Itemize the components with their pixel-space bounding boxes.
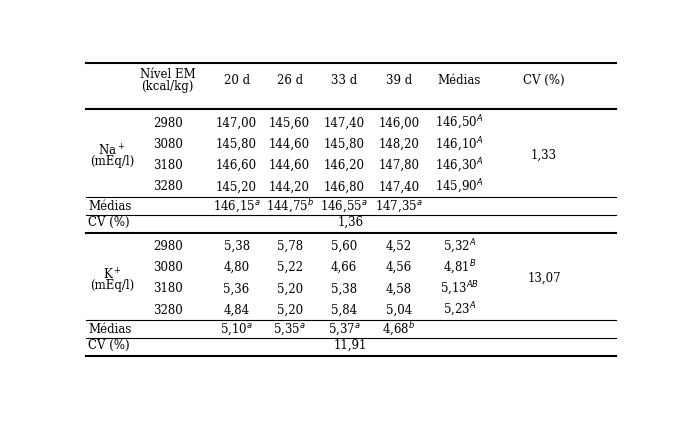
Text: 147,40: 147,40 [378, 180, 419, 194]
Text: 5,22: 5,22 [276, 261, 302, 274]
Text: 145,90$^{A}$: 145,90$^{A}$ [435, 178, 484, 196]
Text: 26 d: 26 d [276, 74, 302, 87]
Text: K$^+$: K$^+$ [103, 267, 121, 282]
Text: 4,68$^{b}$: 4,68$^{b}$ [382, 321, 415, 338]
Text: 4,84: 4,84 [224, 304, 250, 317]
Text: Na$^+$: Na$^+$ [98, 144, 125, 159]
Text: 3080: 3080 [153, 138, 183, 151]
Text: 145,80: 145,80 [216, 138, 257, 151]
Text: CV (%): CV (%) [88, 215, 130, 229]
Text: CV (%): CV (%) [88, 339, 130, 352]
Text: 5,78: 5,78 [276, 240, 302, 253]
Text: 144,75$^{b}$: 144,75$^{b}$ [265, 198, 314, 215]
Text: 147,35$^{a}$: 147,35$^{a}$ [375, 198, 423, 214]
Text: 144,60: 144,60 [269, 138, 310, 151]
Text: 5,32$^{A}$: 5,32$^{A}$ [443, 237, 476, 255]
Text: 5,36: 5,36 [224, 283, 250, 296]
Text: 144,60: 144,60 [269, 159, 310, 172]
Text: 4,58: 4,58 [386, 283, 412, 296]
Text: 13,07: 13,07 [527, 272, 561, 285]
Text: 145,20: 145,20 [216, 180, 257, 194]
Text: 1,36: 1,36 [337, 215, 364, 229]
Text: 146,10$^{A}$: 146,10$^{A}$ [435, 135, 484, 153]
Text: 5,38: 5,38 [224, 240, 250, 253]
Text: Nível EM: Nível EM [140, 68, 196, 81]
Text: 3180: 3180 [153, 283, 183, 296]
Text: 146,00: 146,00 [378, 117, 419, 130]
Text: Médias: Médias [88, 323, 131, 336]
Text: 5,10$^{a}$: 5,10$^{a}$ [220, 321, 253, 337]
Text: 147,80: 147,80 [378, 159, 419, 172]
Text: 39 d: 39 d [386, 74, 412, 87]
Text: 2980: 2980 [153, 240, 183, 253]
Text: 1,33: 1,33 [531, 148, 557, 162]
Text: Médias: Médias [438, 74, 481, 87]
Text: 5,35$^{a}$: 5,35$^{a}$ [273, 321, 306, 337]
Text: 146,15$^{a}$: 146,15$^{a}$ [213, 198, 261, 214]
Text: 2980: 2980 [153, 117, 183, 130]
Text: 147,40: 147,40 [324, 117, 365, 130]
Text: 5,13$^{AB}$: 5,13$^{AB}$ [440, 280, 479, 298]
Text: 5,04: 5,04 [386, 304, 412, 317]
Text: 5,60: 5,60 [331, 240, 357, 253]
Text: 3280: 3280 [153, 180, 183, 194]
Text: (mEq/l): (mEq/l) [90, 279, 134, 292]
Text: 4,56: 4,56 [386, 261, 412, 274]
Text: Médias: Médias [88, 200, 131, 212]
Text: CV (%): CV (%) [523, 74, 565, 87]
Text: 147,00: 147,00 [216, 117, 257, 130]
Text: 146,80: 146,80 [324, 180, 365, 194]
Text: 33 d: 33 d [331, 74, 357, 87]
Text: (mEq/l): (mEq/l) [90, 155, 134, 168]
Text: 145,60: 145,60 [269, 117, 310, 130]
Text: (kcal/kg): (kcal/kg) [142, 80, 194, 92]
Text: 146,50$^{A}$: 146,50$^{A}$ [435, 114, 484, 132]
Text: 4,80: 4,80 [224, 261, 250, 274]
Text: 3280: 3280 [153, 304, 183, 317]
Text: 148,20: 148,20 [378, 138, 419, 151]
Text: 20 d: 20 d [224, 74, 250, 87]
Text: 3180: 3180 [153, 159, 183, 172]
Text: 4,52: 4,52 [386, 240, 412, 253]
Text: 5,20: 5,20 [276, 283, 302, 296]
Text: 11,91: 11,91 [334, 339, 367, 352]
Text: 5,38: 5,38 [331, 283, 357, 296]
Text: 146,20: 146,20 [324, 159, 365, 172]
Text: 146,60: 146,60 [216, 159, 257, 172]
Text: 5,37$^{a}$: 5,37$^{a}$ [328, 321, 360, 337]
Text: 144,20: 144,20 [269, 180, 310, 194]
Text: 146,55$^{a}$: 146,55$^{a}$ [320, 198, 368, 214]
Text: 146,30$^{A}$: 146,30$^{A}$ [435, 157, 484, 175]
Text: 3080: 3080 [153, 261, 183, 274]
Text: 4,81$^{B}$: 4,81$^{B}$ [443, 259, 476, 277]
Text: 5,23$^{A}$: 5,23$^{A}$ [443, 301, 476, 319]
Text: 5,84: 5,84 [331, 304, 357, 317]
Text: 145,80: 145,80 [324, 138, 365, 151]
Text: 4,66: 4,66 [331, 261, 357, 274]
Text: 5,20: 5,20 [276, 304, 302, 317]
